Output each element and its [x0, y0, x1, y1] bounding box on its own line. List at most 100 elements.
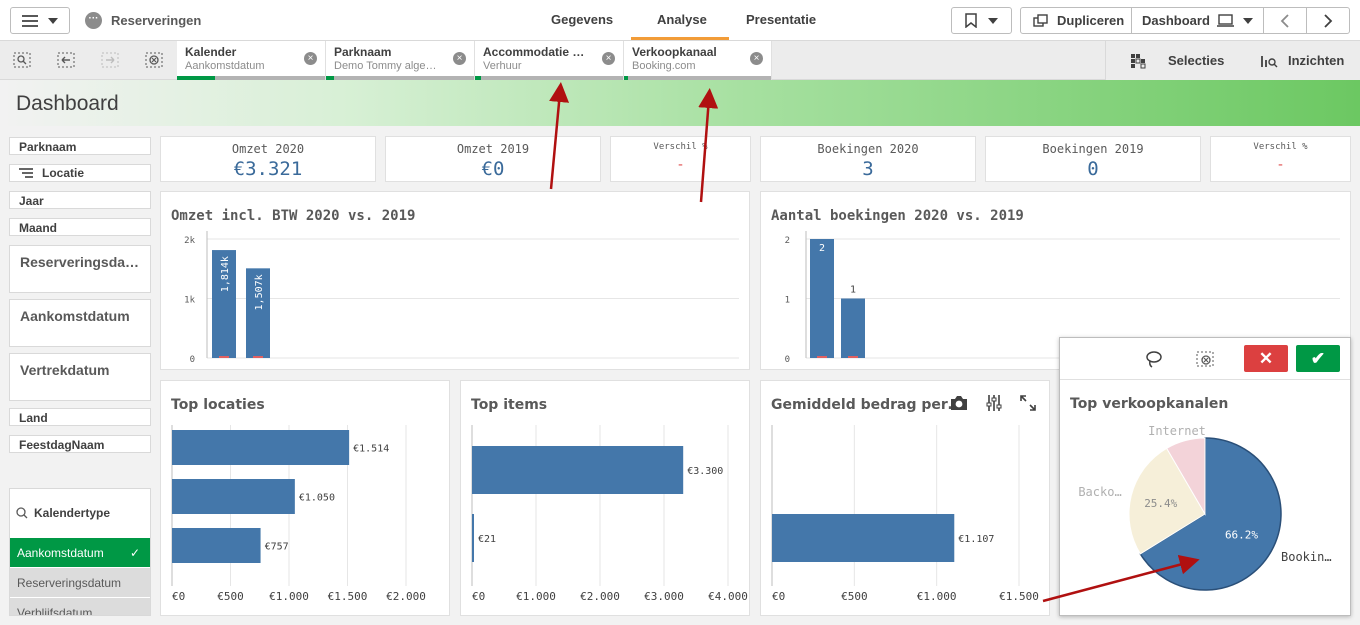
- inzichten-button[interactable]: Inzichten: [1238, 41, 1360, 80]
- y-tick-label: 2: [785, 236, 790, 246]
- kpi-omzet-2020[interactable]: Omzet 2020 €3.321: [160, 136, 376, 182]
- chip-value: Booking.com: [632, 60, 696, 72]
- search-icon: [16, 507, 28, 519]
- data-label: €1.514: [353, 444, 389, 455]
- bookmark-button[interactable]: [951, 7, 1012, 34]
- data-label: 1,507k: [254, 274, 265, 310]
- top-locaties-chart[interactable]: €0 €500 €1.000 €1.500 €2.000 €1.514 €1.050 €757: [161, 381, 449, 615]
- x-tick-label: €3.000: [644, 590, 684, 603]
- filter-jaar[interactable]: Jaar: [9, 191, 151, 209]
- step-back-icon[interactable]: [57, 52, 75, 68]
- list-item[interactable]: Verblijfsdatum: [10, 597, 150, 615]
- confirm-selection-button[interactable]: ✔: [1296, 345, 1340, 372]
- omzet-chart[interactable]: 0 1k 2k 1,814k 1,507k: [161, 192, 749, 369]
- selection-bar: [326, 76, 474, 80]
- kpi-label: Verschil %: [653, 142, 708, 152]
- clear-selection-icon[interactable]: ×: [750, 52, 763, 65]
- bar: [172, 479, 295, 514]
- step-forward-icon[interactable]: [101, 52, 119, 68]
- selection-toolbar: ✕ ✔: [1060, 338, 1350, 380]
- top-locaties-card[interactable]: Top locaties €0 €500 €1.000 €1.500 €2.000 €1.…: [160, 380, 450, 616]
- x-tick-label: €1.500: [999, 590, 1039, 603]
- x-tick-label: €0: [472, 590, 485, 603]
- lasso-icon[interactable]: [1145, 350, 1163, 368]
- bar: [472, 514, 474, 562]
- selection-chip-kalender[interactable]: Kalender Aankomstdatum ×: [177, 41, 326, 80]
- app-title[interactable]: Reserveringen: [111, 13, 202, 28]
- kpi-label: Omzet 2019: [456, 142, 530, 156]
- top-items-chart[interactable]: €0 €1.000 €2.000 €3.000 €4.000 €3.300 €21: [461, 381, 749, 615]
- previous-sheet-button[interactable]: [1263, 7, 1307, 34]
- sheet-selector-label: Dashboard: [1142, 13, 1210, 28]
- kpi-value: 0: [1087, 158, 1099, 180]
- selection-chip-accommodatie[interactable]: Accommodatie … Verhuur ×: [475, 41, 624, 80]
- global-menu-button[interactable]: [10, 7, 70, 34]
- bar: [172, 528, 261, 563]
- x-tick-label: €1.000: [269, 590, 309, 603]
- verkoopkanalen-pie-chart[interactable]: 66.2% Bookin… 25.4% Backo… Internet: [1060, 380, 1350, 615]
- smart-search-icon[interactable]: [13, 52, 31, 68]
- filter-aankomstdatum[interactable]: Aankomstdatum: [9, 299, 151, 347]
- tab-presentatie[interactable]: Presentatie: [746, 12, 817, 27]
- clear-selection-icon[interactable]: ×: [304, 52, 317, 65]
- x-tick-label: €4.000: [708, 590, 748, 603]
- kpi-boekingen-2020[interactable]: Boekingen 2020 3: [760, 136, 976, 182]
- filter-locatie[interactable]: Locatie: [9, 164, 151, 182]
- selection-bar-selected: [475, 76, 481, 80]
- tab-analyse[interactable]: Analyse: [657, 12, 707, 27]
- selection-bar: [177, 76, 325, 80]
- kpi-verschil-omzet[interactable]: Verschil % -: [610, 136, 751, 182]
- kpi-boekingen-2019[interactable]: Boekingen 2019 0: [985, 136, 1201, 182]
- duplicate-button[interactable]: Dupliceren: [1020, 7, 1132, 34]
- selections-bar: Kalender Aankomstdatum × Parknaam Demo T…: [0, 41, 1360, 80]
- filter-feestdagnaam[interactable]: FeestdagNaam: [9, 435, 151, 453]
- top-items-card[interactable]: Top items €0 €1.000 €2.000 €3.000 €4.000 €3.3…: [460, 380, 750, 616]
- list-item[interactable]: Reserveringsdatum: [10, 567, 150, 597]
- kalendertype-search[interactable]: Kalendertype: [10, 489, 150, 537]
- next-sheet-button[interactable]: [1306, 7, 1350, 34]
- chip-field: Verkoopkanaal: [632, 45, 717, 59]
- clear-selection-icon[interactable]: ×: [602, 52, 615, 65]
- insights-icon: [1261, 55, 1278, 67]
- clear-all-icon[interactable]: [145, 52, 163, 68]
- cancel-selection-button[interactable]: ✕: [1244, 345, 1288, 372]
- exploration-menu-icon[interactable]: [985, 394, 1003, 412]
- fullscreen-icon[interactable]: [1020, 395, 1036, 411]
- omzet-chart-card[interactable]: Omzet incl. BTW 2020 vs. 2019 0 1k 2k 1,814…: [160, 191, 750, 370]
- slice-label: Bookin…: [1281, 550, 1332, 564]
- filter-reserveringsdatum[interactable]: Reserveringsda…: [9, 245, 151, 293]
- selection-chip-parknaam[interactable]: Parknaam Demo Tommy algem… ×: [326, 41, 475, 80]
- chart-title: Top items: [471, 397, 548, 413]
- slice-label: Internet: [1148, 424, 1206, 438]
- close-icon: ✕: [1258, 349, 1274, 368]
- gemiddeld-bedrag-card[interactable]: Gemiddeld bedrag per… €0 €500 €1.000 €1.500…: [760, 380, 1050, 616]
- selection-bar: [475, 76, 623, 80]
- boekingen-chart[interactable]: 0 1 2 2 1: [761, 192, 1350, 369]
- kpi-omzet-2019[interactable]: Omzet 2019 €0: [385, 136, 601, 182]
- kalendertype-listbox: Kalendertype Aankomstdatum ✓ Reservering…: [9, 488, 151, 616]
- kpi-verschil-boekingen[interactable]: Verschil % -: [1210, 136, 1351, 182]
- chevron-down-icon: [1242, 17, 1253, 24]
- gemiddeld-bedrag-chart[interactable]: €0 €500 €1.000 €1.500 €1.107: [761, 381, 1049, 615]
- clear-selection-icon[interactable]: [1196, 351, 1214, 367]
- data-label: €3.300: [687, 466, 723, 477]
- hamburger-icon: [22, 14, 38, 27]
- selections-icon: [1131, 53, 1146, 68]
- filter-maand[interactable]: Maand: [9, 218, 151, 236]
- snapshot-camera-icon[interactable]: [950, 395, 968, 411]
- filter-parknaam[interactable]: Parknaam: [9, 137, 151, 155]
- top-verkoopkanalen-card[interactable]: Top verkoopkanalen 66.2% Bookin… 25.4% Back…: [1060, 380, 1350, 615]
- selecties-button[interactable]: Selecties: [1105, 41, 1238, 80]
- filter-land[interactable]: Land: [9, 408, 151, 426]
- tab-gegevens[interactable]: Gegevens: [551, 12, 614, 27]
- list-item-selected[interactable]: Aankomstdatum ✓: [10, 537, 150, 567]
- clear-selection-icon[interactable]: ×: [453, 52, 466, 65]
- selection-chip-verkoopkanaal[interactable]: Verkoopkanaal Booking.com ×: [624, 41, 772, 80]
- checkmark-icon: ✓: [129, 545, 140, 560]
- data-label: €1.050: [299, 493, 335, 504]
- sheet-selector[interactable]: Dashboard: [1131, 7, 1264, 34]
- x-tick-label: €2.000: [580, 590, 620, 603]
- filter-vertrekdatum[interactable]: Vertrekdatum: [9, 353, 151, 401]
- slice-label: Backo…: [1078, 485, 1121, 499]
- selection-bar-selected: [177, 76, 215, 80]
